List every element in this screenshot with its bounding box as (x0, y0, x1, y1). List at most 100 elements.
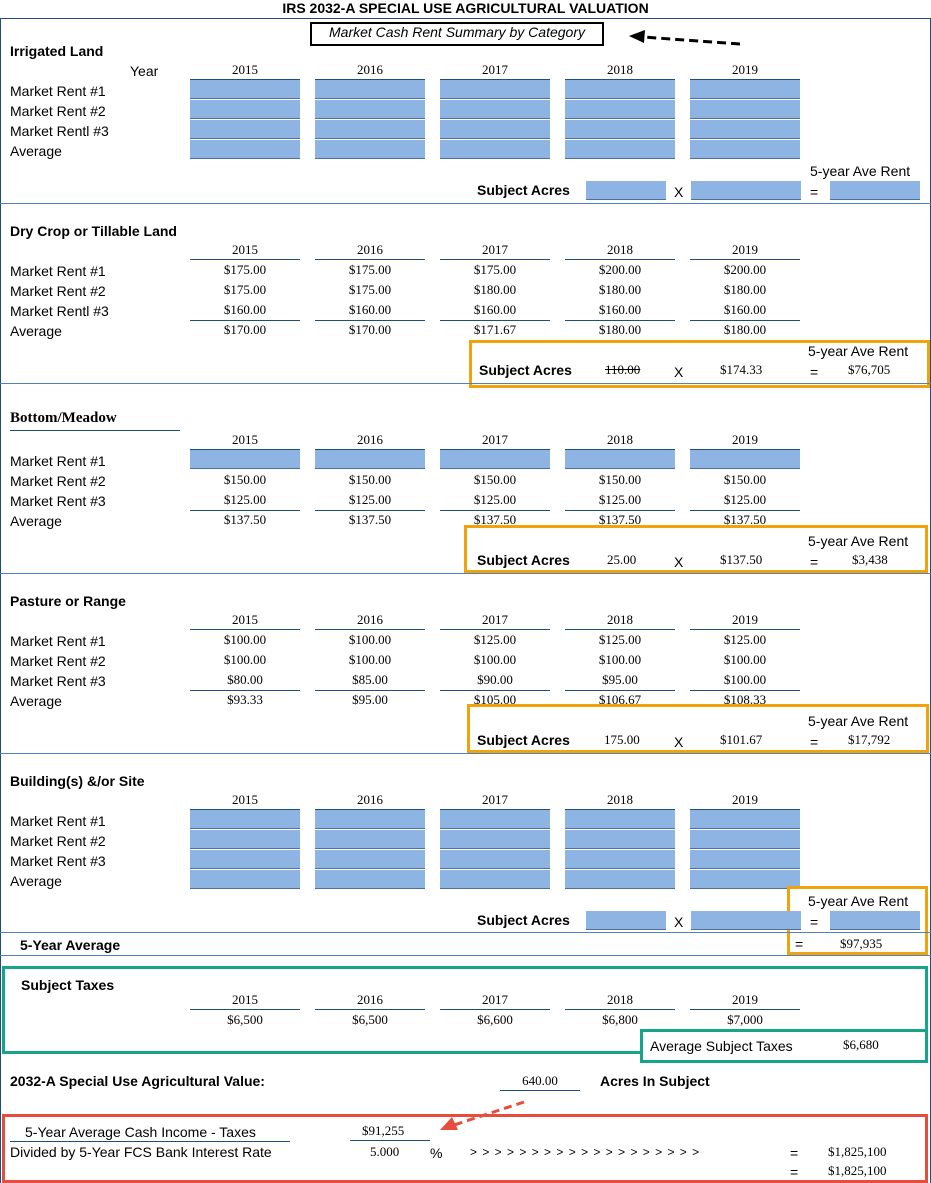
rent-input-cell[interactable] (565, 850, 675, 869)
total-input[interactable] (830, 911, 920, 930)
year-header: 2016 (357, 612, 383, 627)
rent-value: $160.00 (723, 302, 767, 317)
row-label: Average (10, 693, 62, 709)
rent-input-cell[interactable] (565, 450, 675, 469)
cell-underline (440, 690, 550, 691)
rent-input-cell[interactable] (315, 830, 425, 849)
rent-input-cell[interactable] (565, 120, 675, 139)
rent-input-cell[interactable] (565, 140, 675, 159)
rent-input-cell[interactable] (690, 450, 800, 469)
cell-underline (440, 510, 550, 511)
income-label-underline (10, 1141, 290, 1142)
equals-sign: = (810, 734, 819, 750)
rent-input-cell[interactable] (440, 870, 550, 889)
section-title-building: Building(s) &/or Site (10, 773, 145, 789)
rent-input-cell[interactable] (565, 870, 675, 889)
rent-input-cell[interactable] (190, 830, 300, 849)
rent-input-cell[interactable] (440, 810, 550, 829)
rent-input-cell[interactable] (190, 450, 300, 469)
acres-input[interactable] (586, 181, 666, 200)
acres-input[interactable] (586, 911, 666, 930)
five-year-rent-label: 5-year Ave Rent (808, 343, 909, 359)
acres-in-subject-label: Acres In Subject (600, 1073, 710, 1089)
rent-value: $137.50 (348, 512, 392, 527)
rent-input-cell[interactable] (315, 140, 425, 159)
total-input[interactable] (830, 181, 920, 200)
rent-input-cell[interactable] (565, 100, 675, 119)
rent-input-cell[interactable] (440, 850, 550, 869)
rent-input-cell[interactable] (690, 830, 800, 849)
section-title-pasture: Pasture or Range (10, 593, 126, 609)
row-label: Market Rent #1 (10, 263, 106, 279)
rent-input-cell[interactable] (190, 100, 300, 119)
equals-sign: = (790, 1145, 799, 1161)
rent-input-cell[interactable] (440, 830, 550, 849)
year-header: 2018 (607, 242, 633, 257)
rent-input-cell[interactable] (440, 140, 550, 159)
rent-input-cell[interactable] (690, 810, 800, 829)
rate-input[interactable] (691, 911, 801, 930)
five-year-average-label: 5-Year Average (20, 937, 121, 953)
cell-underline (315, 690, 425, 691)
rent-value: $180.00 (473, 282, 517, 297)
equals-sign: = (795, 936, 804, 952)
rent-input-cell[interactable] (315, 450, 425, 469)
rent-value: $100.00 (348, 652, 392, 667)
rent-input-cell[interactable] (440, 100, 550, 119)
dry-acres: 110.00 (605, 362, 641, 377)
rent-input-cell[interactable] (565, 810, 675, 829)
rent-input-cell[interactable] (690, 140, 800, 159)
rent-input-cell[interactable] (190, 810, 300, 829)
year-header: 2017 (482, 432, 508, 447)
meadow-acres: 25.00 (607, 552, 637, 567)
dry-total: $76,705 (848, 362, 891, 377)
income-label: 5-Year Average Cash Income - Taxes (25, 1124, 256, 1140)
five-year-rent-label: 5-year Ave Rent (808, 893, 909, 909)
section-divider (0, 383, 931, 384)
rent-input-cell[interactable] (690, 80, 800, 99)
rent-value: $85.00 (352, 672, 388, 687)
rent-input-cell[interactable] (690, 870, 800, 889)
rent-input-cell[interactable] (190, 850, 300, 869)
rate-input[interactable] (691, 181, 801, 200)
year-header: 2015 (232, 612, 258, 627)
meadow-rate: $137.50 (720, 552, 763, 567)
rent-input-cell[interactable] (440, 450, 550, 469)
rent-input-cell[interactable] (315, 120, 425, 139)
result-value-2: $1,825,100 (828, 1163, 887, 1178)
rent-value: $93.33 (227, 692, 263, 707)
rent-input-cell[interactable] (190, 120, 300, 139)
year-underline (690, 259, 800, 260)
rent-input-cell[interactable] (315, 810, 425, 829)
rent-input-cell[interactable] (190, 140, 300, 159)
rent-input-cell[interactable] (690, 120, 800, 139)
rent-input-cell[interactable] (190, 80, 300, 99)
year-underline (190, 259, 300, 260)
rent-input-cell[interactable] (315, 850, 425, 869)
rent-input-cell[interactable] (565, 830, 675, 849)
rent-value: $105.00 (473, 692, 517, 707)
frame-top-line (0, 18, 931, 19)
equals-sign: = (810, 364, 819, 380)
rent-input-cell[interactable] (440, 80, 550, 99)
rent-input-cell[interactable] (690, 100, 800, 119)
rent-value: $200.00 (598, 262, 642, 277)
year-header: 2015 (232, 62, 258, 77)
year-header: 2019 (732, 792, 758, 807)
rent-input-cell[interactable] (565, 80, 675, 99)
section-title-irrigated: Irrigated Land (10, 43, 104, 59)
year-header: 2015 (232, 242, 258, 257)
rent-value: $80.00 (227, 672, 263, 687)
rent-input-cell[interactable] (315, 80, 425, 99)
rent-input-cell[interactable] (690, 850, 800, 869)
year-header: 2019 (732, 612, 758, 627)
rent-value: $175.00 (223, 262, 267, 277)
year-header: 2017 (482, 992, 508, 1007)
year-underline (190, 629, 300, 630)
rent-input-cell[interactable] (190, 870, 300, 889)
cell-underline (565, 510, 675, 511)
rent-input-cell[interactable] (440, 120, 550, 139)
rent-input-cell[interactable] (315, 870, 425, 889)
row-label: Market Rent #3 (10, 853, 106, 869)
rent-input-cell[interactable] (315, 100, 425, 119)
